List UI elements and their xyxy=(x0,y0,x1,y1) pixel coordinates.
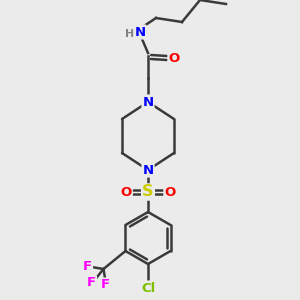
Text: N: N xyxy=(142,95,154,109)
Text: S: S xyxy=(142,184,154,200)
Text: H: H xyxy=(125,29,135,39)
Text: N: N xyxy=(134,26,146,38)
Text: O: O xyxy=(164,185,175,199)
Text: F: F xyxy=(87,277,96,290)
Text: N: N xyxy=(142,164,154,176)
Text: Cl: Cl xyxy=(141,281,155,295)
Text: F: F xyxy=(83,260,92,274)
Text: O: O xyxy=(120,185,132,199)
Text: O: O xyxy=(168,52,180,64)
Text: F: F xyxy=(101,278,110,292)
